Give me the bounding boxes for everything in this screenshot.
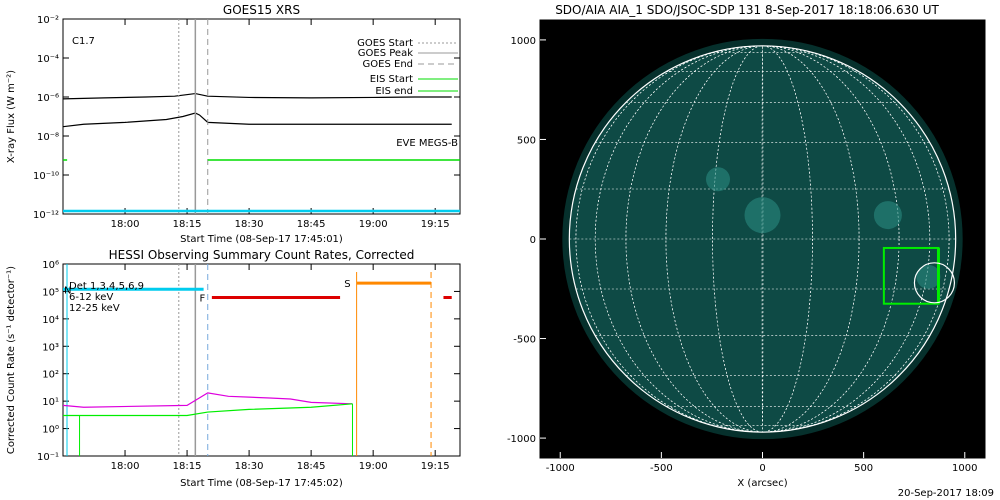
aia-longitude xyxy=(575,45,950,433)
legend-goes-peak-text: GOES Peak xyxy=(358,48,413,59)
legend-eis-start-text: EIS Start xyxy=(370,74,413,85)
mark-f: F xyxy=(199,294,205,305)
hessi-xtick-label: 18:45 xyxy=(297,461,326,472)
hessi-series-2 xyxy=(63,403,353,417)
goes-ytick-label: 10⁻² xyxy=(37,15,59,26)
aia-xtick-label: -1000 xyxy=(546,463,575,474)
hessi-ytick-label: 10⁻¹ xyxy=(37,452,59,463)
hessi-ytick-label: 10¹ xyxy=(42,397,59,408)
aia-flare-circle xyxy=(913,262,956,304)
aia-longitude xyxy=(594,45,931,433)
hessi-xlabel: Start Time (08-Sep-17 17:45:02) xyxy=(180,478,343,489)
aia-active-region xyxy=(873,201,902,230)
hessi-xtick-label: 19:00 xyxy=(359,461,388,472)
goes-xtick-label: 18:45 xyxy=(297,219,326,230)
goes-xtick-label: 18:00 xyxy=(111,219,140,230)
legend-goes-start-text: GOES Start xyxy=(357,38,413,49)
hessi-xtick-label: 18:15 xyxy=(173,461,202,472)
goes-series-short xyxy=(62,112,452,128)
goes-frame xyxy=(62,18,461,215)
mark-s: S xyxy=(344,279,350,290)
goes-ytick-label: 10⁻⁶ xyxy=(37,93,59,104)
aia-xlabel: X (arcsec) xyxy=(737,478,787,489)
hessi-ytick-label: 10² xyxy=(42,370,59,381)
hessi-ytick-label: 10⁴ xyxy=(42,315,59,326)
hessi-ytick-label: 10⁰ xyxy=(42,425,59,436)
hessi-title: HESSI Observing Summary Count Rates, Cor… xyxy=(109,248,415,262)
aia-longitude xyxy=(761,45,764,433)
hessi-ytick-label: 10³ xyxy=(42,342,59,353)
aia-ytick-label: 0 xyxy=(530,235,536,246)
aia-flare-legend: ○ AIA flare location xyxy=(556,36,653,47)
hessi-xtick-label: 19:15 xyxy=(421,461,450,472)
goes-ytick-label: 10⁻⁸ xyxy=(37,132,59,143)
goes-ytick-label: 10⁻¹⁰ xyxy=(33,171,59,182)
goes-xtick-label: 19:15 xyxy=(421,219,450,230)
legend-band1: 6-12 keV xyxy=(69,292,113,303)
aia-ytick-label: 500 xyxy=(517,135,536,146)
hessi-ytick-label: 10⁶ xyxy=(42,260,59,271)
footer-stamp: 20-Sep-2017 18:09 xyxy=(898,488,994,499)
legend-band2: 12-25 keV xyxy=(69,303,120,314)
goes-xlabel: Start Time (08-Sep-17 17:45:01) xyxy=(180,234,343,245)
goes-xtick-label: 19:00 xyxy=(359,219,388,230)
hessi-ytick-label: 10⁵ xyxy=(42,287,59,298)
goes-xtick-label: 18:15 xyxy=(173,219,202,230)
goes-ytick-label: 10⁻⁴ xyxy=(37,54,59,65)
eis-fov-label: EIS FOV xyxy=(548,404,587,415)
hessi-series-1 xyxy=(62,392,353,408)
mark-n: N xyxy=(64,285,71,296)
aia-active-region xyxy=(706,167,730,192)
hessi-xtick-label: 18:30 xyxy=(235,461,264,472)
hessi-xtick-label: 18:00 xyxy=(111,461,140,472)
aia-active-region xyxy=(744,197,781,234)
hessi-ylabel: Corrected Count Rate (s⁻¹ detector⁻¹) xyxy=(6,266,17,454)
hessi-frame xyxy=(62,263,461,457)
aia-grid xyxy=(569,45,956,433)
aia-xtick-label: 500 xyxy=(854,463,873,474)
aia-xtick-label: -500 xyxy=(650,463,673,474)
goes-ylabel: X-ray Flux (W m⁻²) xyxy=(6,70,17,163)
aia-xtick-label: 1000 xyxy=(952,463,977,474)
flare-class-label: C1.7 xyxy=(72,36,95,47)
legend-det: Det 1,3,4,5,6,9 xyxy=(69,281,144,292)
aia-active-region xyxy=(916,264,941,289)
aia-xtick-label: 0 xyxy=(759,463,765,474)
goes-title: GOES15 XRS xyxy=(223,3,300,17)
goes-xtick-label: 18:30 xyxy=(235,219,264,230)
aia-ytick-label: 1000 xyxy=(511,36,536,47)
aia-ytick-label: -1000 xyxy=(507,434,536,445)
eve-label: EVE MEGS-B xyxy=(396,138,458,149)
aia-ytick-label: -500 xyxy=(513,335,536,346)
goes-ytick-label: 10⁻¹² xyxy=(33,210,59,221)
legend-eis-end-text: EIS end xyxy=(375,86,413,97)
legend-goes-end-text: GOES End xyxy=(363,59,413,70)
goes-series-long xyxy=(62,92,452,100)
aia-longitude xyxy=(712,45,813,433)
aia-title: SDO/AIA AIA_1 SDO/JSOC-SDP 131 8-Sep-201… xyxy=(555,3,939,17)
aia-longitude xyxy=(625,45,900,433)
